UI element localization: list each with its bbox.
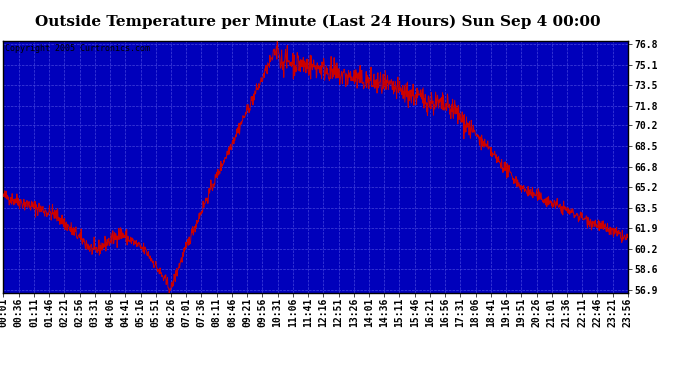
Text: Copyright 2005 Curtronics.com: Copyright 2005 Curtronics.com — [5, 44, 150, 53]
Text: Outside Temperature per Minute (Last 24 Hours) Sun Sep 4 00:00: Outside Temperature per Minute (Last 24 … — [34, 15, 600, 29]
